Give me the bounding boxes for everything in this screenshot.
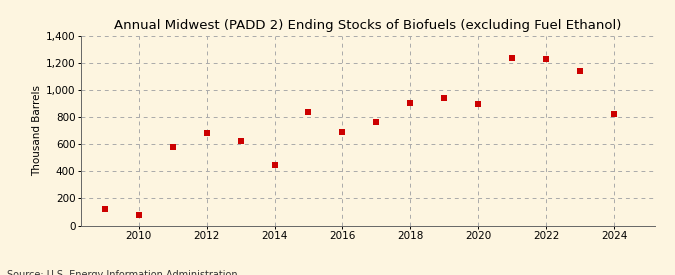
Title: Annual Midwest (PADD 2) Ending Stocks of Biofuels (excluding Fuel Ethanol): Annual Midwest (PADD 2) Ending Stocks of… [114, 19, 622, 32]
Point [235, 139, 246, 143]
Point [541, 57, 551, 62]
Point [609, 111, 620, 116]
Point [201, 131, 212, 136]
Text: Source: U.S. Energy Information Administration: Source: U.S. Energy Information Administ… [7, 271, 238, 275]
Point [134, 213, 144, 218]
Point [507, 56, 518, 60]
Point [574, 69, 585, 73]
Point [99, 206, 110, 211]
Point [472, 102, 483, 106]
Point [303, 110, 314, 114]
Point [405, 101, 416, 105]
Point [439, 96, 450, 100]
Point [371, 120, 382, 125]
Point [167, 145, 178, 149]
Point [337, 130, 348, 134]
Y-axis label: Thousand Barrels: Thousand Barrels [32, 85, 42, 176]
Point [269, 162, 280, 167]
